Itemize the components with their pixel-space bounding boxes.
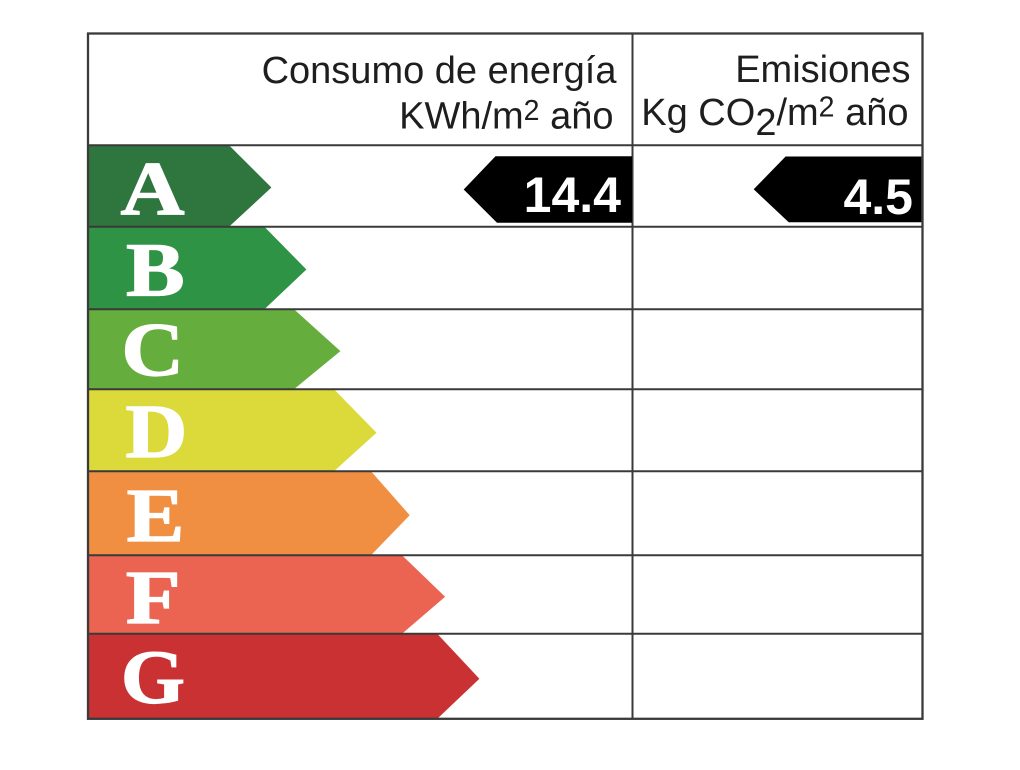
svg-text:4.5: 4.5 (843, 169, 913, 225)
svg-text:14.4: 14.4 (524, 167, 622, 223)
svg-text:Emisiones: Emisiones (735, 49, 910, 91)
svg-text:G: G (121, 636, 185, 720)
svg-text:E: E (127, 474, 185, 558)
svg-text:Consumo de energía: Consumo de energía (262, 50, 618, 92)
svg-text:B: B (126, 229, 185, 313)
svg-text:F: F (126, 556, 181, 640)
svg-text:D: D (125, 390, 187, 474)
svg-text:C: C (121, 309, 184, 393)
svg-text:A: A (121, 147, 185, 231)
svg-text:KWh/m2 año: KWh/m2 año (399, 95, 613, 138)
